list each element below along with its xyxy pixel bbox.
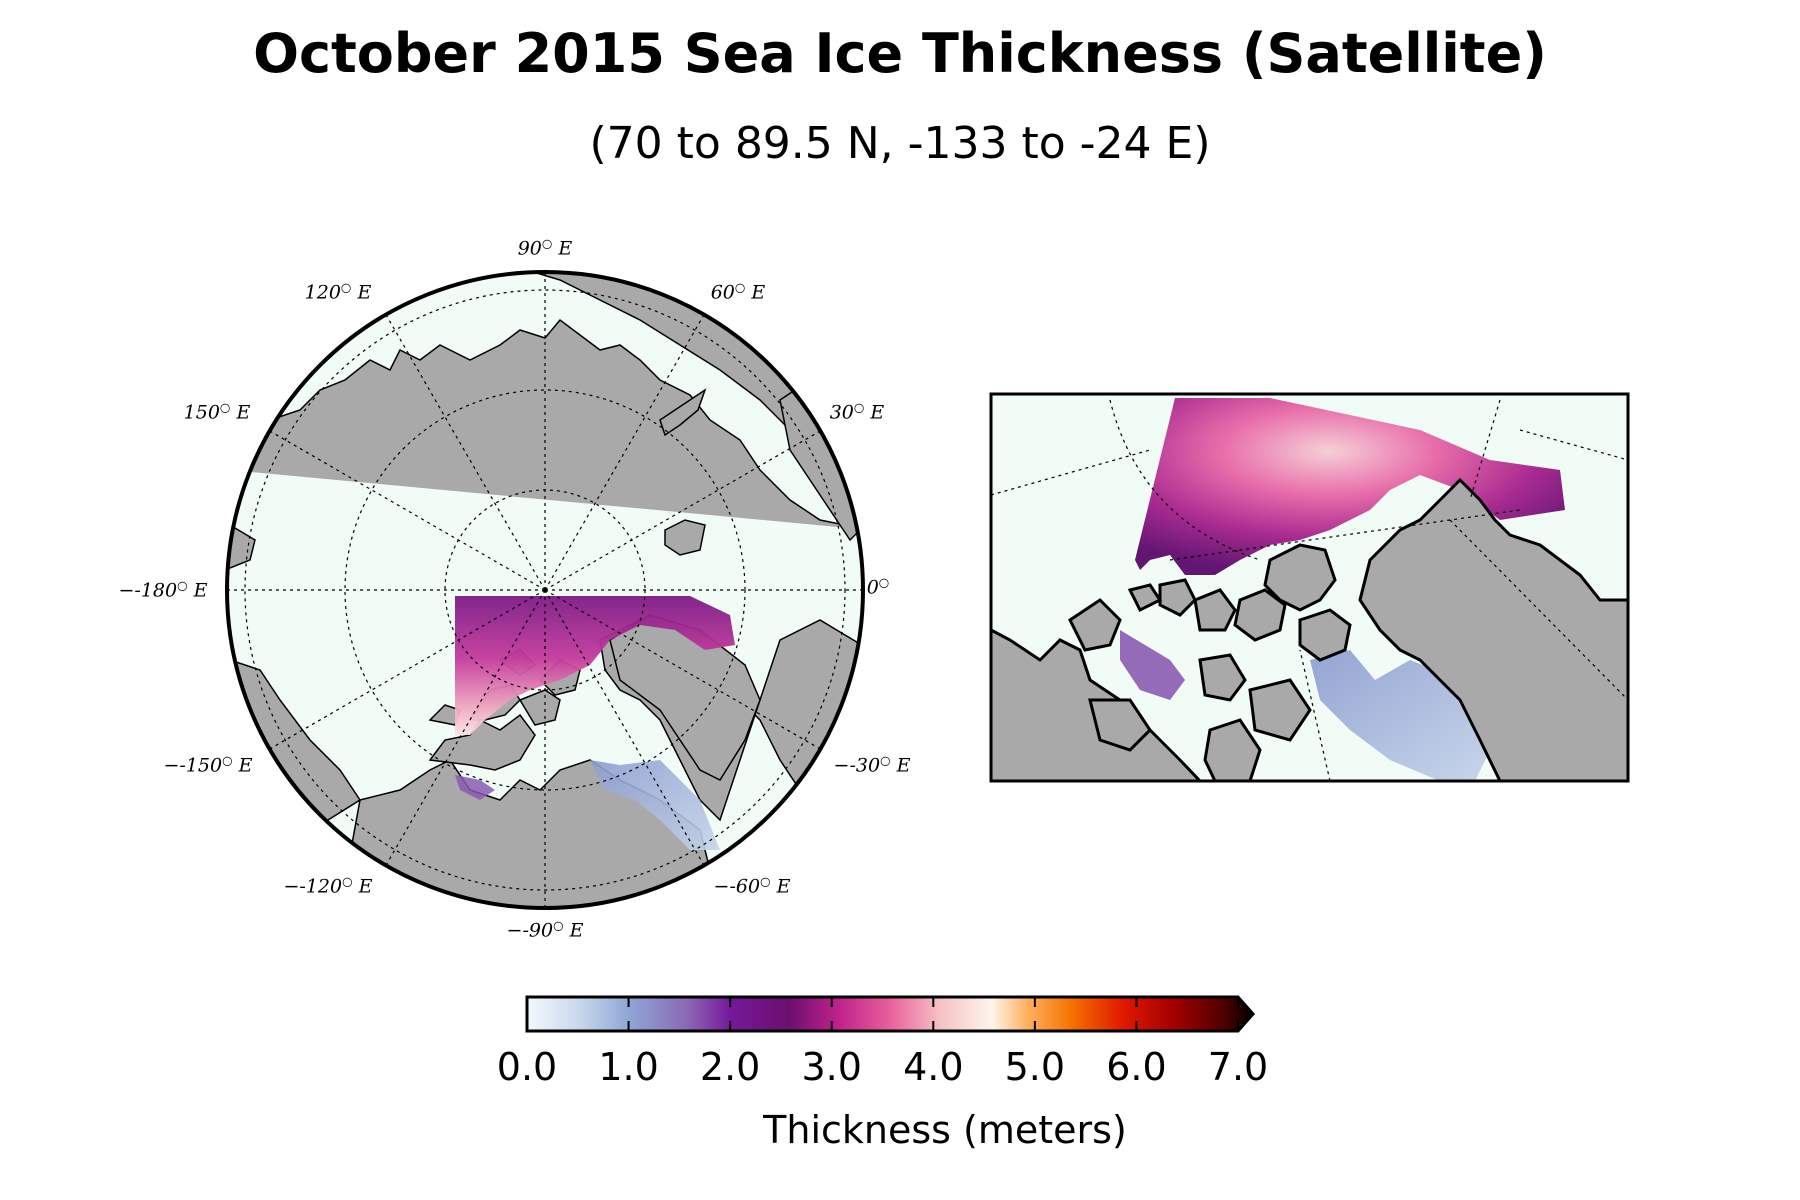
- colorbar-tick-label: 5.0: [1004, 1045, 1066, 1089]
- colorbar-tick-label: 7.0: [1207, 1045, 1269, 1089]
- colorbar-tick-label: 0.0: [496, 1045, 558, 1089]
- figure-subtitle: (70 to 89.5 N, -133 to -24 E): [589, 118, 1211, 169]
- lon-label-minus30: −-30○ E: [833, 753, 911, 777]
- lon-label-minus120: −-120○ E: [283, 874, 373, 898]
- regional-greenland: [1358, 477, 1628, 781]
- figure-title: October 2015 Sea Ice Thickness (Satellit…: [253, 22, 1547, 85]
- lon-label-30: 30○ E: [829, 400, 885, 424]
- lon-label-90: 90○ E: [517, 236, 573, 260]
- lon-label-120: 120○ E: [304, 280, 372, 304]
- lon-label-60: 60○ E: [710, 280, 766, 304]
- ice-thickness-blue: [590, 760, 720, 850]
- ice-thickness-purple: [455, 775, 495, 800]
- colorbar-gradient: [525, 995, 1256, 1033]
- colorbar-tick-label: 3.0: [801, 1045, 862, 1089]
- lon-label-minus150: −-150○ E: [163, 753, 253, 777]
- regional-ice-thickness: [1135, 398, 1565, 575]
- lon-label-minus180: −-180○ E: [118, 578, 208, 602]
- colorbar-label: Thickness (meters): [763, 1108, 1127, 1152]
- lon-label-150: 150○ E: [183, 400, 251, 424]
- colorbar-tick-label: 4.0: [903, 1045, 964, 1089]
- lon-label-minus60: −-60○ E: [713, 874, 791, 898]
- regional-archipelago: [1127, 543, 1352, 742]
- regional-map-body: [991, 394, 1628, 781]
- colorbar-tick-label: 2.0: [699, 1045, 761, 1089]
- colorbar-tick-label: 6.0: [1106, 1045, 1167, 1089]
- colorbar-tick-label: 1.0: [598, 1045, 659, 1089]
- land-novaya-zemlya: [659, 388, 707, 437]
- lon-label-minus90: −-90○ E: [506, 918, 584, 942]
- land-svalbard: [664, 519, 706, 556]
- lon-label-0: 0○: [866, 575, 890, 599]
- regional-purple-ice: [1120, 630, 1185, 700]
- ice-thickness-field: [455, 596, 735, 735]
